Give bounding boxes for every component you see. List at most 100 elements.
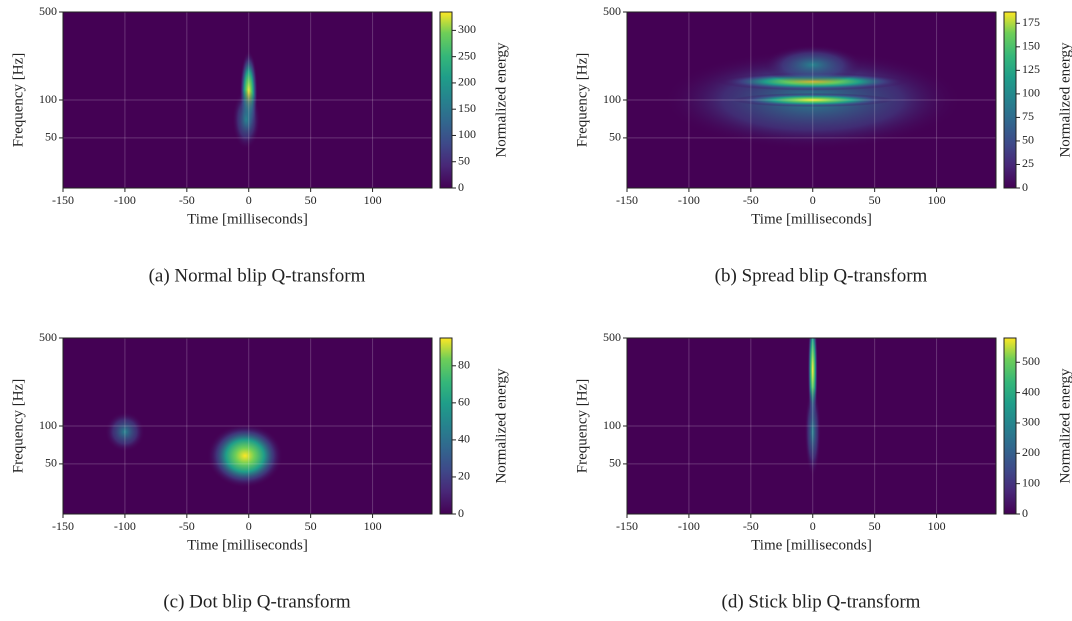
x-tick-label: 50 (305, 193, 317, 207)
plot-frame (62, 337, 433, 515)
plot-frame (626, 11, 997, 189)
colorbar-tick-label: 0 (458, 506, 464, 520)
y-tick-label: 100 (603, 92, 621, 106)
y-tick-label: 100 (39, 418, 57, 432)
caption: (c) Dot blip Q-transform (163, 591, 351, 612)
x-tick-label: 50 (869, 519, 881, 533)
heatmap (104, 411, 284, 488)
y-axis-label: Frequency [Hz] (10, 379, 26, 474)
x-tick-label: -100 (114, 193, 136, 207)
plot-frame (626, 337, 997, 515)
y-tick-label: 500 (39, 330, 57, 344)
energy-region (762, 44, 863, 85)
colorbar-tick-label: 100 (1022, 86, 1040, 100)
x-tick-label: -50 (743, 519, 759, 533)
x-tick-label: -100 (114, 519, 136, 533)
colorbar-tick-label: 0 (1022, 506, 1028, 520)
y-tick-label: 100 (603, 418, 621, 432)
heatmap (232, 50, 261, 150)
colorbar-tick-label: 150 (458, 101, 476, 115)
x-tick-label: 100 (364, 519, 382, 533)
colorbar (439, 11, 453, 189)
x-tick-label: -150 (52, 519, 74, 533)
x-axis-label: Time [milliseconds] (187, 537, 308, 553)
colorbar-tick-label: 0 (1022, 180, 1028, 194)
x-axis-label: Time [milliseconds] (751, 537, 872, 553)
y-tick-label: 50 (45, 130, 57, 144)
colorbar-tick-label: 50 (1022, 133, 1034, 147)
x-tick-label: 0 (810, 193, 816, 207)
colorbar-tick-label: 20 (458, 469, 470, 483)
heatmap (804, 338, 821, 477)
colorbar-tick-label: 200 (1022, 445, 1040, 459)
y-axis-label: Frequency [Hz] (574, 53, 590, 148)
colorbar (1003, 337, 1017, 515)
colorbar (1003, 11, 1017, 189)
colorbar-label: Normalized energy (493, 368, 509, 484)
heatmap (662, 44, 963, 150)
caption: (b) Spread blip Q-transform (715, 265, 928, 286)
x-tick-label: 0 (246, 519, 252, 533)
colorbar-tick-label: 40 (458, 432, 470, 446)
colorbar-tick-label: 250 (458, 48, 476, 62)
colorbar-tick-label: 300 (1022, 415, 1040, 429)
y-tick-label: 50 (609, 130, 621, 144)
panel: -150 -100 -50 0 50 100 50 100 500 Time [milliseco… (10, 330, 509, 613)
energy-region (804, 386, 821, 477)
energy-region (104, 411, 145, 452)
colorbar-tick-label: 80 (458, 358, 470, 372)
colorbar-tick-label: 50 (458, 153, 470, 167)
x-tick-label: -100 (678, 193, 700, 207)
colorbar-tick-label: 300 (458, 22, 476, 36)
colorbar-tick-label: 60 (458, 395, 470, 409)
caption: (a) Normal blip Q-transform (149, 265, 366, 286)
colorbar-tick-label: 75 (1022, 109, 1034, 123)
colorbar-label: Normalized energy (493, 42, 509, 158)
energy-region (207, 423, 284, 488)
energy-region (732, 93, 893, 107)
colorbar-tick-label: 125 (1022, 62, 1040, 76)
colorbar-tick-label: 400 (1022, 384, 1040, 398)
x-axis-label: Time [milliseconds] (187, 211, 308, 227)
colorbar-tick-label: 150 (1022, 39, 1040, 53)
y-tick-label: 500 (39, 4, 57, 18)
x-tick-label: -150 (616, 193, 638, 207)
x-tick-label: -150 (616, 519, 638, 533)
x-axis-label: Time [milliseconds] (751, 211, 872, 227)
colorbar-tick-label: 0 (458, 180, 464, 194)
y-tick-label: 50 (609, 456, 621, 470)
x-tick-label: 0 (810, 519, 816, 533)
x-tick-label: -100 (678, 519, 700, 533)
x-tick-label: 100 (928, 193, 946, 207)
colorbar-tick-label: 175 (1022, 15, 1040, 29)
colorbar-tick-label: 25 (1022, 156, 1034, 170)
colorbar-tick-label: 100 (1022, 475, 1040, 489)
plot-frame (62, 11, 433, 189)
colorbar-label: Normalized energy (1057, 42, 1072, 158)
colorbar-tick-label: 200 (458, 75, 476, 89)
x-tick-label: -50 (743, 193, 759, 207)
y-axis-label: Frequency [Hz] (574, 379, 590, 474)
colorbar-tick-label: 100 (458, 127, 476, 141)
panel: -150 -100 -50 0 50 100 50 100 500 Time [milliseco… (574, 330, 1072, 613)
y-tick-label: 500 (603, 4, 621, 18)
x-tick-label: -50 (179, 193, 195, 207)
y-tick-label: 500 (603, 330, 621, 344)
x-tick-label: -150 (52, 193, 74, 207)
x-tick-label: 100 (364, 193, 382, 207)
x-tick-label: 100 (928, 519, 946, 533)
colorbar (439, 337, 453, 515)
caption: (d) Stick blip Q-transform (722, 591, 921, 612)
energy-region (232, 89, 261, 150)
x-tick-label: 50 (869, 193, 881, 207)
x-tick-label: 0 (246, 193, 252, 207)
x-tick-label: 50 (305, 519, 317, 533)
y-tick-label: 50 (45, 456, 57, 470)
y-axis-label: Frequency [Hz] (10, 53, 26, 148)
colorbar-tick-label: 500 (1022, 354, 1040, 368)
colorbar-label: Normalized energy (1057, 368, 1072, 484)
x-tick-label: -50 (179, 519, 195, 533)
